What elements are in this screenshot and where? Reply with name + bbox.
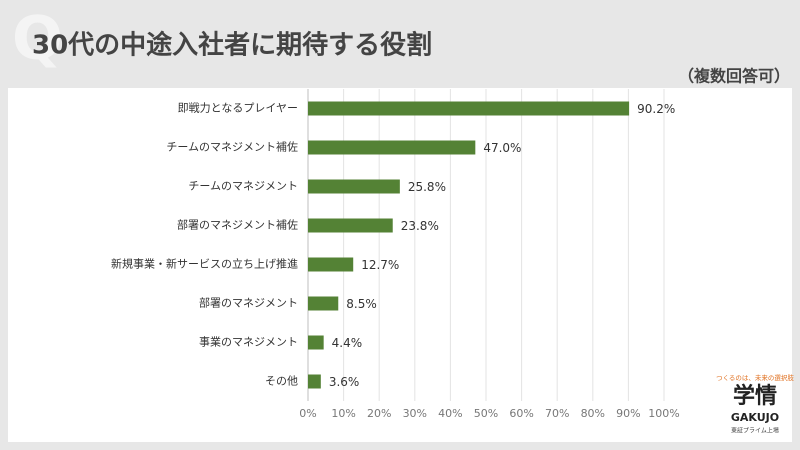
bar [308, 335, 324, 350]
value-label: 23.8% [401, 219, 439, 233]
chart-title: 30代の中途入社者に期待する役割 [32, 30, 432, 61]
x-tick-label: 40% [438, 407, 462, 420]
bar [308, 179, 400, 194]
x-tick-label: 60% [509, 407, 533, 420]
watermark: Q [12, 4, 63, 74]
y-tick-label: 部署のマネジメント [199, 296, 298, 310]
y-tick-label: チームのマネジメント [188, 180, 298, 193]
y-tick-label: その他 [265, 375, 298, 388]
chart-subtitle: （複数回答可） [678, 67, 790, 86]
value-label: 4.4% [332, 336, 363, 350]
value-label: 25.8% [408, 180, 446, 194]
y-tick-label: 部署のマネジメント補佐 [177, 218, 298, 232]
bar [308, 296, 339, 311]
value-label: 8.5% [346, 297, 377, 311]
bar [308, 101, 630, 116]
x-tick-label: 0% [299, 407, 316, 420]
bar [308, 257, 354, 272]
logo-tagline: つくるのは、未来の選択肢 [716, 373, 794, 382]
y-tick-label: 即戦力となるプレイヤー [178, 102, 298, 115]
value-label: 47.0% [483, 141, 521, 155]
x-tick-label: 30% [403, 407, 427, 420]
logo-note: 東証プライム上場 [731, 427, 779, 435]
x-tick-label: 80% [581, 407, 605, 420]
value-label: 12.7% [361, 258, 399, 272]
bar [308, 218, 393, 233]
x-tick-label: 50% [474, 407, 498, 420]
x-tick-label: 70% [545, 407, 569, 420]
x-tick-label: 10% [331, 407, 355, 420]
y-tick-label: 事業のマネジメント [199, 336, 298, 349]
x-tick-label: 90% [616, 407, 640, 420]
value-label: 3.6% [329, 375, 360, 389]
y-tick-label: チームのマネジメント補佐 [166, 140, 298, 154]
x-tick-label: 100% [648, 407, 679, 420]
value-label: 90.2% [637, 102, 675, 116]
logo-name: 学情 [733, 383, 777, 409]
x-tick-label: 20% [367, 407, 391, 420]
bar [308, 140, 476, 155]
logo-name-en: GAKUJO [731, 411, 779, 424]
y-tick-label: 新規事業・新サービスの立ち上げ推進 [111, 257, 298, 271]
bar [308, 374, 321, 389]
